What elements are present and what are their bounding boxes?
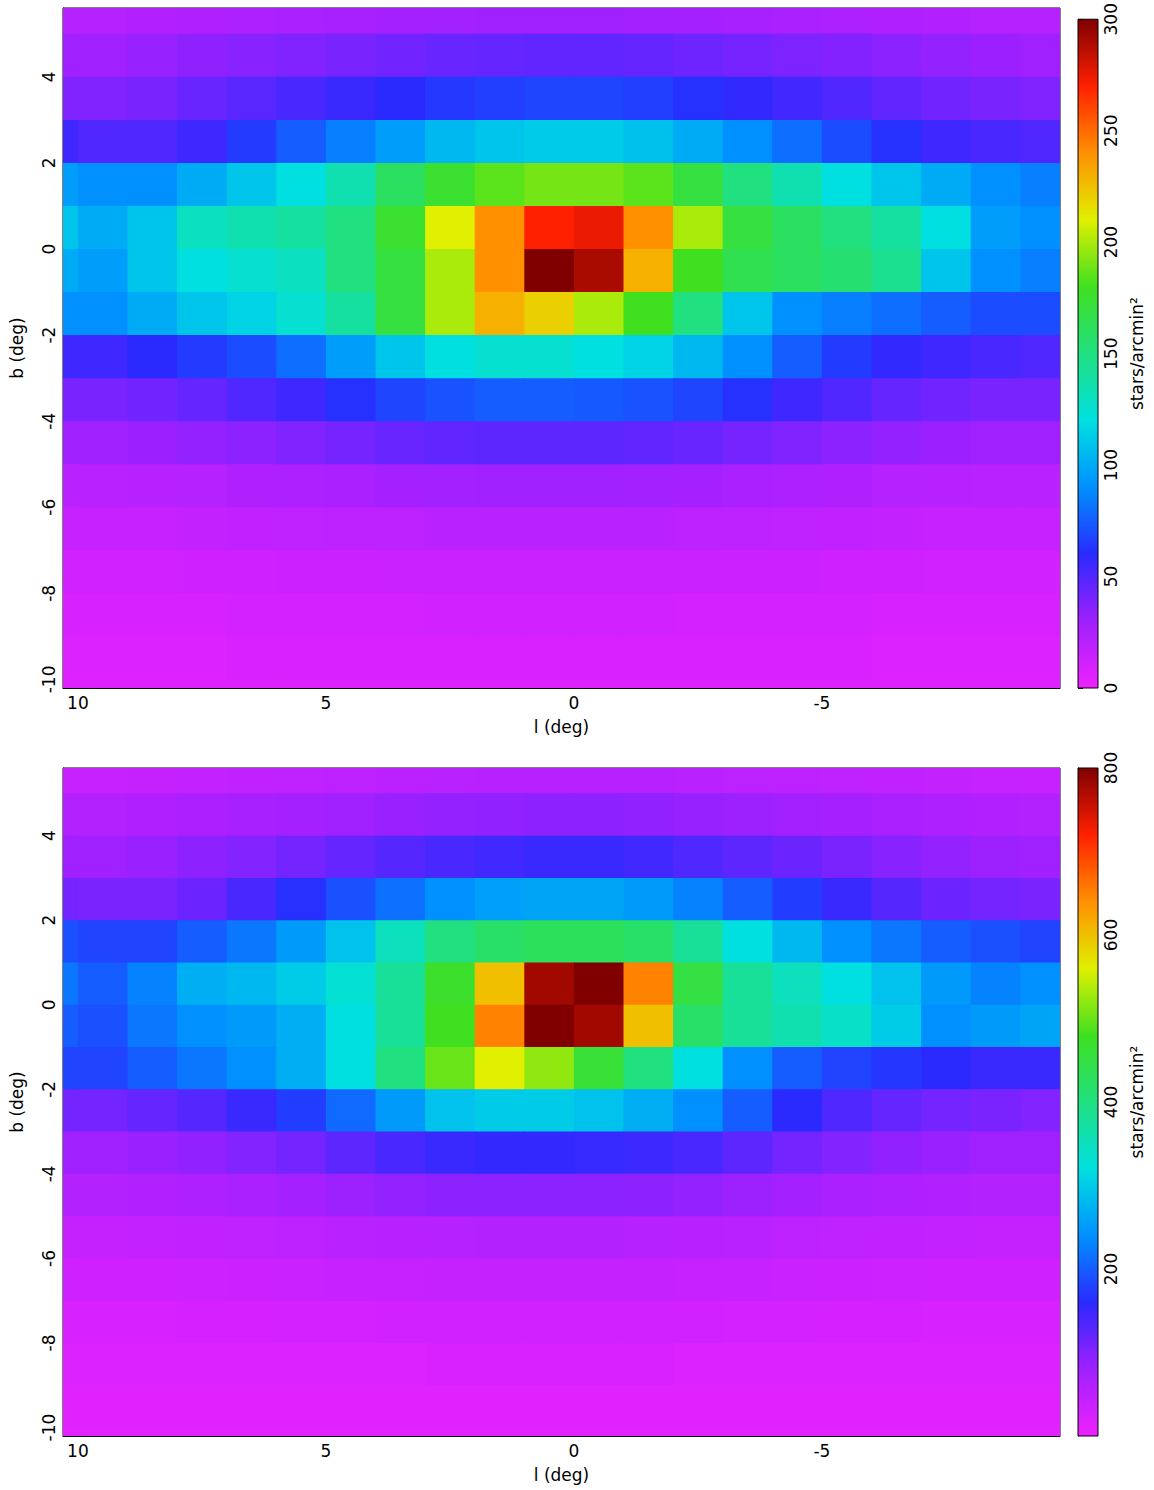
svg-text:-8: -8	[39, 585, 59, 602]
svg-text:b (deg): b (deg)	[7, 317, 27, 379]
svg-text:-5: -5	[813, 693, 830, 713]
svg-text:2: 2	[39, 158, 59, 169]
svg-text:-6: -6	[39, 499, 59, 516]
svg-text:10: 10	[67, 1441, 89, 1461]
svg-text:50: 50	[1101, 566, 1121, 588]
svg-text:0: 0	[568, 693, 579, 713]
svg-text:stars/arcmin²: stars/arcmin²	[1127, 297, 1147, 410]
svg-text:-2: -2	[39, 1081, 59, 1098]
svg-text:4: 4	[39, 830, 59, 841]
svg-text:800: 800	[1101, 752, 1121, 784]
svg-text:-4: -4	[39, 1165, 59, 1182]
svg-text:-10: -10	[39, 666, 59, 694]
svg-text:600: 600	[1101, 919, 1121, 951]
svg-text:300: 300	[1101, 3, 1121, 35]
svg-text:-2: -2	[39, 327, 59, 344]
svg-text:4: 4	[39, 71, 59, 82]
svg-text:l (deg): l (deg)	[534, 717, 589, 737]
svg-text:b (deg): b (deg)	[7, 1071, 27, 1133]
svg-text:stars/arcmin²: stars/arcmin²	[1127, 1046, 1147, 1159]
svg-text:250: 250	[1101, 114, 1121, 146]
svg-text:400: 400	[1101, 1086, 1121, 1118]
svg-text:5: 5	[320, 693, 331, 713]
svg-text:l (deg): l (deg)	[534, 1465, 589, 1485]
svg-text:2: 2	[39, 915, 59, 926]
svg-text:200: 200	[1101, 226, 1121, 258]
svg-text:-6: -6	[39, 1250, 59, 1267]
svg-text:0: 0	[39, 244, 59, 255]
svg-text:200: 200	[1101, 1253, 1121, 1285]
svg-text:10: 10	[67, 693, 89, 713]
svg-text:0: 0	[39, 999, 59, 1010]
svg-text:100: 100	[1101, 449, 1121, 481]
svg-text:-4: -4	[39, 413, 59, 430]
svg-text:-5: -5	[813, 1441, 830, 1461]
svg-text:0: 0	[1101, 683, 1121, 694]
svg-text:150: 150	[1101, 337, 1121, 369]
svg-text:-10: -10	[39, 1414, 59, 1442]
svg-text:5: 5	[320, 1441, 331, 1461]
svg-text:-8: -8	[39, 1335, 59, 1352]
svg-text:0: 0	[568, 1441, 579, 1461]
